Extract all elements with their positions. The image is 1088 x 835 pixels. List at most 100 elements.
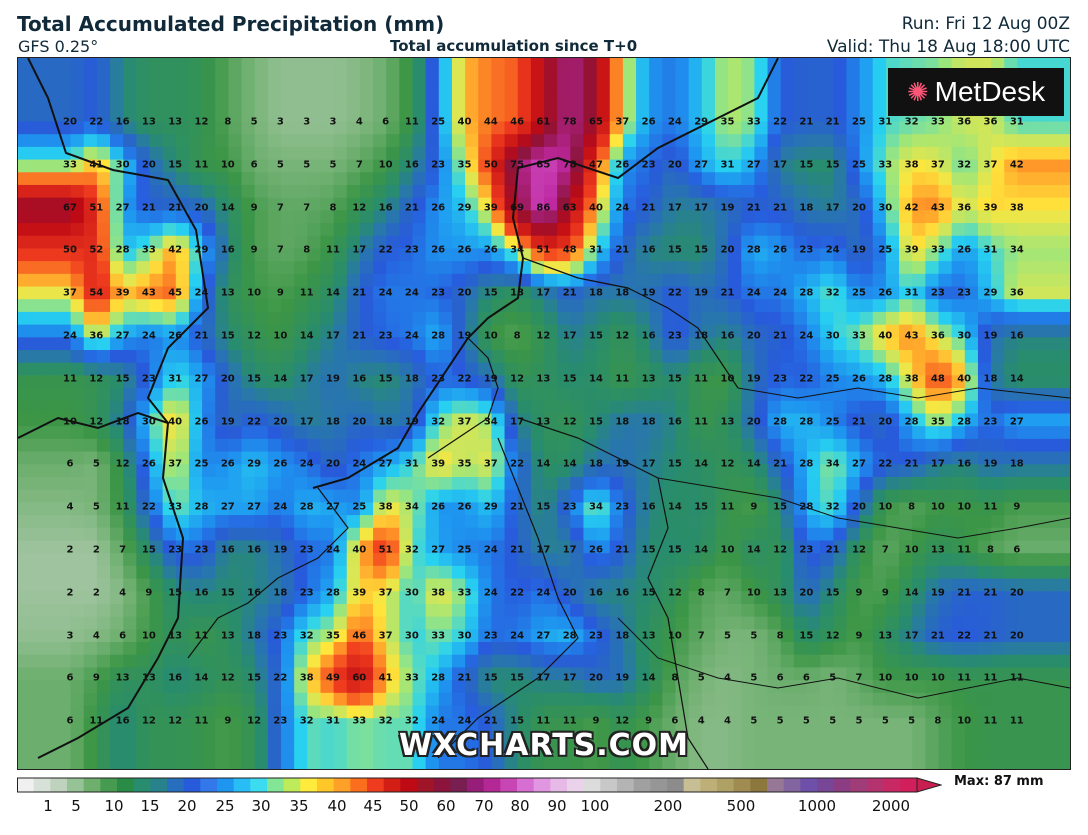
field-cell: [31, 134, 45, 148]
field-cell: [767, 286, 782, 300]
field-cell: [649, 159, 663, 173]
field-cell: [912, 438, 926, 453]
field-cell: [701, 261, 716, 275]
field-cell: [544, 692, 558, 707]
grid-value: 11: [326, 244, 340, 256]
field-cell: [925, 134, 940, 148]
grid-value: 7: [724, 587, 731, 599]
field-cell: [188, 426, 203, 440]
field-cell: [544, 223, 558, 237]
grid-value: 18: [589, 458, 603, 470]
field-cell: [977, 375, 992, 389]
field-cell: [964, 58, 979, 72]
grid-value: 16: [247, 544, 262, 556]
field-cell: [688, 603, 703, 618]
field-cell: [31, 451, 45, 465]
field-cell: [465, 476, 479, 491]
field-cell: [57, 476, 72, 491]
field-cell: [872, 197, 887, 211]
field-cell: [281, 146, 295, 161]
field-cell: [215, 146, 229, 161]
field-cell: [57, 362, 72, 377]
field-cell: [583, 324, 598, 338]
field-cell: [688, 210, 703, 224]
field-cell: [136, 223, 151, 237]
field-cell: [596, 565, 611, 580]
field-cell: [57, 426, 72, 440]
grid-value: 21: [930, 630, 945, 642]
field-cell: [820, 223, 834, 237]
field-cell: [465, 108, 479, 123]
field-cell: [491, 235, 506, 250]
field-cell: [175, 273, 190, 288]
field-cell: [530, 210, 545, 224]
field-cell: [846, 235, 861, 250]
field-cell: [31, 261, 45, 275]
field-cell: [714, 184, 729, 199]
field-cell: [491, 654, 506, 669]
field-cell: [399, 540, 414, 554]
field-cell: [1030, 464, 1045, 478]
field-cell: [885, 476, 900, 491]
field-cell: [912, 337, 926, 351]
field-cell: [544, 362, 558, 377]
field-cell: [846, 375, 861, 389]
field-cell: [44, 565, 59, 580]
field-cell: [123, 172, 137, 186]
field-cell: [83, 83, 98, 97]
field-cell: [149, 70, 164, 84]
field-cell: [57, 489, 72, 503]
field-cell: [833, 172, 848, 186]
field-cell: [425, 108, 440, 123]
field-cell: [544, 324, 558, 338]
field-cell: [465, 197, 479, 211]
field-cell: [504, 515, 519, 529]
field-cell: [110, 642, 124, 656]
field-cell: [1004, 654, 1018, 669]
field-cell: [31, 248, 45, 262]
field-cell: [701, 502, 716, 516]
field-cell: [57, 400, 72, 415]
model-label: GFS 0.25°: [18, 37, 99, 56]
field-cell: [833, 134, 848, 148]
field-cell: [596, 642, 611, 656]
field-cell: [504, 362, 519, 377]
field-cell: [807, 134, 821, 148]
field-cell: [44, 502, 59, 516]
grid-value: 23: [799, 544, 814, 556]
field-cell: [254, 337, 269, 351]
field-cell: [96, 489, 111, 503]
field-cell: [767, 654, 782, 669]
field-cell: [96, 337, 111, 351]
grid-value: 20: [352, 416, 367, 428]
field-cell: [833, 489, 848, 503]
field-cell: [754, 375, 769, 389]
grid-value: 3: [303, 116, 311, 128]
field-cell: [281, 515, 295, 529]
field-cell: [859, 337, 874, 351]
field-cell: [517, 70, 532, 84]
field-cell: [754, 299, 769, 313]
field-cell: [491, 83, 506, 97]
field-cell: [162, 375, 177, 389]
field-cell: [701, 286, 716, 300]
field-cell: [96, 58, 111, 72]
field-cell: [570, 476, 585, 491]
field-cell: [899, 324, 913, 338]
grid-value: 17: [667, 202, 682, 214]
field-cell: [18, 667, 32, 681]
field-cell: [215, 400, 229, 415]
field-cell: [912, 476, 926, 491]
field-cell: [202, 654, 216, 669]
grid-value: 21: [510, 544, 525, 556]
field-cell: [622, 58, 637, 72]
field-cell: [991, 337, 1005, 351]
grid-value: 34: [1009, 244, 1024, 256]
field-cell: [517, 350, 532, 364]
field-cell: [596, 108, 611, 123]
field-cell: [215, 464, 229, 478]
field-cell: [1030, 426, 1045, 440]
grid-value: 9: [145, 587, 153, 599]
field-cell: [399, 108, 414, 123]
field-cell: [728, 388, 742, 402]
